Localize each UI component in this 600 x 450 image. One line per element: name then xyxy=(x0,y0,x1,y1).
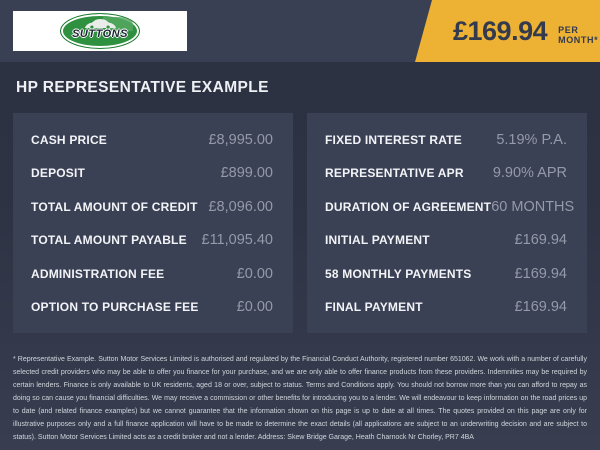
finance-label: INITIAL PAYMENT xyxy=(325,233,430,248)
car-icon xyxy=(84,19,117,29)
finance-value: £0.00 xyxy=(236,299,273,316)
finance-row-cash-price: CASH PRICE £8,995.00 xyxy=(31,123,273,157)
header-strip: SUTTONS £169.94 PER MONTH* xyxy=(0,0,600,62)
finance-panel-right: FIXED INTEREST RATE 5.19% P.A. REPRESENT… xyxy=(307,113,587,333)
finance-value: £899.00 xyxy=(220,165,273,182)
suttons-logo-text: SUTTONS xyxy=(72,28,128,40)
finance-value: £169.94 xyxy=(514,232,567,249)
finance-row-deposit: DEPOSIT £899.00 xyxy=(31,157,273,191)
finance-row-option-fee: OPTION TO PURCHASE FEE £0.00 xyxy=(31,291,273,325)
finance-label: FIXED INTEREST RATE xyxy=(325,132,462,147)
finance-label: 58 MONTHLY PAYMENTS xyxy=(325,266,472,281)
finance-panel-left: CASH PRICE £8,995.00 DEPOSIT £899.00 TOT… xyxy=(13,113,293,333)
finance-label: REPRESENTATIVE APR xyxy=(325,166,464,181)
finance-row-total-credit: TOTAL AMOUNT OF CREDIT £8,096.00 xyxy=(31,190,273,224)
finance-value: £8,995.00 xyxy=(208,131,273,148)
monthly-price-value: £169.94 xyxy=(453,15,548,46)
suttons-logo-oval: SUTTONS xyxy=(60,13,140,49)
finance-label: TOTAL AMOUNT PAYABLE xyxy=(31,233,187,248)
finance-value: 60 MONTHS xyxy=(491,198,575,215)
finance-value: £169.94 xyxy=(514,265,567,282)
finance-value: £8,096.00 xyxy=(208,198,273,215)
finance-value: £0.00 xyxy=(236,265,273,282)
page-title: HP REPRESENTATIVE EXAMPLE xyxy=(16,79,269,96)
finance-row-apr: REPRESENTATIVE APR 9.90% APR xyxy=(325,157,567,191)
finance-value: 5.19% P.A. xyxy=(496,131,567,148)
finance-row-initial-payment: INITIAL PAYMENT £169.94 xyxy=(325,224,567,258)
finance-row-total-payable: TOTAL AMOUNT PAYABLE £11,095.40 xyxy=(31,224,273,258)
finance-label: CASH PRICE xyxy=(31,132,108,147)
monthly-price-suffix: PER MONTH* xyxy=(558,24,599,45)
finance-value: 9.90% APR xyxy=(492,165,567,182)
finance-label: FINAL PAYMENT xyxy=(325,300,423,315)
finance-label: DEPOSIT xyxy=(31,166,86,181)
dealer-logo: SUTTONS xyxy=(13,11,187,51)
finance-label: TOTAL AMOUNT OF CREDIT xyxy=(31,199,198,214)
legal-fineprint: * Representative Example. Sutton Motor S… xyxy=(13,356,587,441)
finance-row-final-payment: FINAL PAYMENT £169.94 xyxy=(325,291,567,325)
finance-row-duration: DURATION OF AGREEMENT 60 MONTHS xyxy=(325,190,574,224)
finance-value: £11,095.40 xyxy=(201,232,274,249)
finance-row-interest-rate: FIXED INTEREST RATE 5.19% P.A. xyxy=(325,123,567,157)
finance-value: £169.94 xyxy=(514,299,567,316)
finance-row-monthly-payments: 58 MONTHLY PAYMENTS £169.94 xyxy=(325,257,567,291)
finance-label: DURATION OF AGREEMENT xyxy=(325,199,492,214)
finance-label: OPTION TO PURCHASE FEE xyxy=(31,300,199,315)
finance-row-admin-fee: ADMINISTRATION FEE £0.00 xyxy=(31,257,273,291)
finance-label: ADMINISTRATION FEE xyxy=(31,266,165,281)
monthly-price-banner: £169.94 PER MONTH* xyxy=(415,0,600,62)
